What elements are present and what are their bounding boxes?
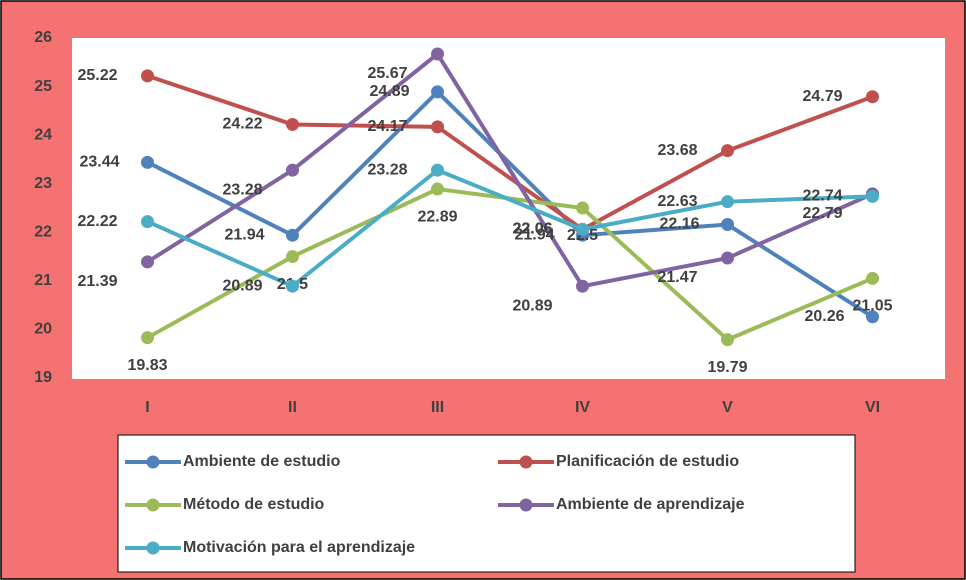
y-tick-label: 21 [34, 272, 52, 289]
data-label: 23.28 [222, 181, 262, 198]
data-label: 22.06 [512, 221, 552, 238]
data-point [576, 222, 589, 236]
y-tick-label: 26 [34, 29, 52, 46]
x-tick-label: II [288, 399, 297, 416]
data-label: 23.28 [367, 161, 407, 178]
legend-marker [146, 541, 160, 555]
data-point [286, 250, 299, 264]
data-point [431, 182, 444, 196]
x-tick-label: V [722, 399, 733, 416]
data-label: 24.17 [367, 118, 407, 135]
y-tick-label: 23 [34, 175, 52, 192]
legend-marker [146, 498, 160, 512]
data-label: 22.74 [802, 188, 842, 205]
data-label: 21.47 [657, 269, 697, 286]
data-point [721, 144, 734, 158]
data-label: 21.94 [514, 226, 554, 243]
data-point [721, 218, 734, 232]
data-label: 25.67 [367, 65, 407, 82]
data-label: 19.79 [707, 359, 747, 376]
legend-label: Motivación para el aprendizaje [183, 539, 415, 556]
y-tick-label: 24 [34, 126, 52, 143]
series-line [146, 167, 873, 289]
data-point [721, 333, 734, 347]
legend-label: Planificación de estudio [556, 453, 739, 470]
y-tick-label: 19 [34, 369, 52, 386]
data-label: 22.22 [77, 213, 117, 230]
legend-label: Ambiente de estudio [183, 453, 341, 470]
data-label: 21.94 [224, 226, 264, 243]
legend-marker [146, 455, 160, 469]
series-line [146, 51, 874, 289]
data-point [866, 271, 879, 285]
data-label: 22.63 [657, 193, 697, 210]
x-tick-label: I [145, 399, 149, 416]
data-label: 21.05 [852, 298, 892, 315]
data-label: 22.79 [802, 205, 842, 222]
data-point [286, 279, 299, 293]
data-label: 25.22 [77, 67, 117, 84]
data-label: 21.39 [77, 273, 117, 290]
y-tick-label: 20 [34, 321, 52, 338]
data-label: 22.89 [417, 208, 457, 225]
data-label: 19.83 [127, 357, 167, 374]
x-tick-label: III [431, 399, 444, 416]
x-tick-label: IV [575, 399, 590, 416]
data-point [431, 120, 444, 134]
data-point [866, 189, 879, 203]
data-label: 24.89 [369, 83, 409, 100]
data-point [431, 163, 444, 177]
data-label: 24.79 [802, 88, 842, 105]
data-point [576, 279, 589, 293]
data-point [431, 85, 444, 99]
data-point [576, 201, 589, 215]
series-line [146, 73, 874, 232]
legend-label: Ambiente de aprendizaje [556, 496, 745, 513]
data-label: 20.89 [222, 277, 262, 294]
data-point [721, 195, 734, 209]
y-tick-label: 25 [34, 78, 52, 95]
data-label: 20.26 [804, 308, 844, 325]
legend-label: Método de estudio [183, 496, 325, 513]
data-point [286, 163, 299, 177]
data-label: 22.16 [659, 216, 699, 233]
data-label: 22.06 [512, 221, 552, 238]
data-point [286, 228, 299, 242]
x-tick-label: VI [865, 399, 880, 416]
data-point [721, 251, 734, 265]
data-point [866, 90, 879, 104]
data-point [866, 310, 879, 324]
data-label: 20.89 [512, 297, 552, 314]
data-point [141, 69, 154, 83]
y-tick-label: 22 [34, 224, 52, 241]
legend-marker [519, 455, 533, 469]
legend-marker [519, 498, 533, 512]
data-point [141, 255, 154, 269]
legend-box [117, 434, 856, 573]
data-point [141, 215, 154, 229]
data-point [141, 155, 154, 169]
series-line [146, 89, 874, 319]
data-label: 23.44 [79, 154, 119, 171]
data-point [431, 47, 444, 61]
data-label: 23.68 [657, 142, 697, 159]
data-point [141, 331, 154, 345]
data-point [286, 117, 299, 131]
plot-area [72, 38, 945, 379]
data-label: 24.22 [222, 116, 262, 133]
